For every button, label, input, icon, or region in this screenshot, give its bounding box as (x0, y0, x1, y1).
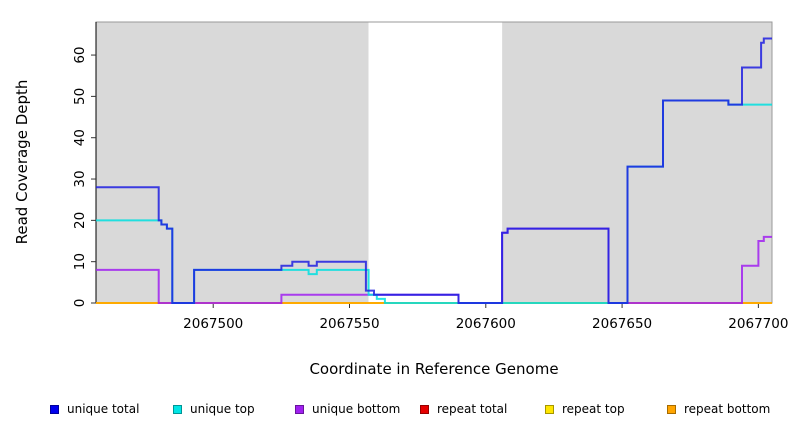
x-tick-label: 2067650 (592, 316, 652, 332)
legend-item-unique-bottom: unique bottom (295, 401, 400, 417)
plot-region-shaded-right (502, 22, 772, 303)
repeat-total-swatch-icon (420, 404, 429, 414)
legend-item-repeat-bottom: repeat bottom (667, 401, 770, 417)
plot-region-unshaded-gap (368, 22, 503, 303)
legend-label: unique bottom (312, 402, 401, 416)
y-tick-label: 0 (72, 299, 88, 308)
legend-item-repeat-total: repeat total (420, 401, 507, 417)
unique-top-swatch-icon (173, 404, 182, 414)
repeat-top-swatch-icon (545, 404, 554, 414)
legend-label: repeat top (562, 402, 625, 416)
y-tick-label: 30 (72, 170, 88, 187)
legend-label: unique top (190, 402, 255, 416)
x-tick-label: 2067700 (728, 316, 788, 332)
x-tick-label: 2067550 (319, 316, 379, 332)
unique-bottom-swatch-icon (295, 404, 304, 414)
y-tick-label: 40 (72, 129, 88, 146)
x-axis-label: Coordinate in Reference Genome (309, 360, 559, 378)
y-tick-label: 60 (72, 46, 88, 63)
y-tick-label: 10 (72, 253, 88, 270)
unique-total-swatch-icon (50, 404, 59, 414)
legend-item-repeat-top: repeat top (545, 401, 625, 417)
series-line-unique-total (96, 37, 772, 304)
y-tick-label: 20 (72, 212, 88, 229)
y-tick-label: 50 (72, 88, 88, 105)
repeat-bottom-swatch-icon (667, 404, 676, 414)
plot-region-shaded-left (96, 22, 369, 303)
legend-label: repeat bottom (684, 402, 771, 416)
x-tick-label: 2067500 (183, 316, 243, 332)
x-tick-label: 2067600 (456, 316, 516, 332)
legend-label: repeat total (437, 402, 508, 416)
legend-label: unique total (67, 402, 140, 416)
legend-item-unique-top: unique top (173, 401, 255, 417)
legend-item-unique-total: unique total (50, 401, 139, 417)
legend: unique total unique top unique bottom re… (0, 401, 792, 421)
y-axis-label: Read Coverage Depth (13, 79, 31, 245)
